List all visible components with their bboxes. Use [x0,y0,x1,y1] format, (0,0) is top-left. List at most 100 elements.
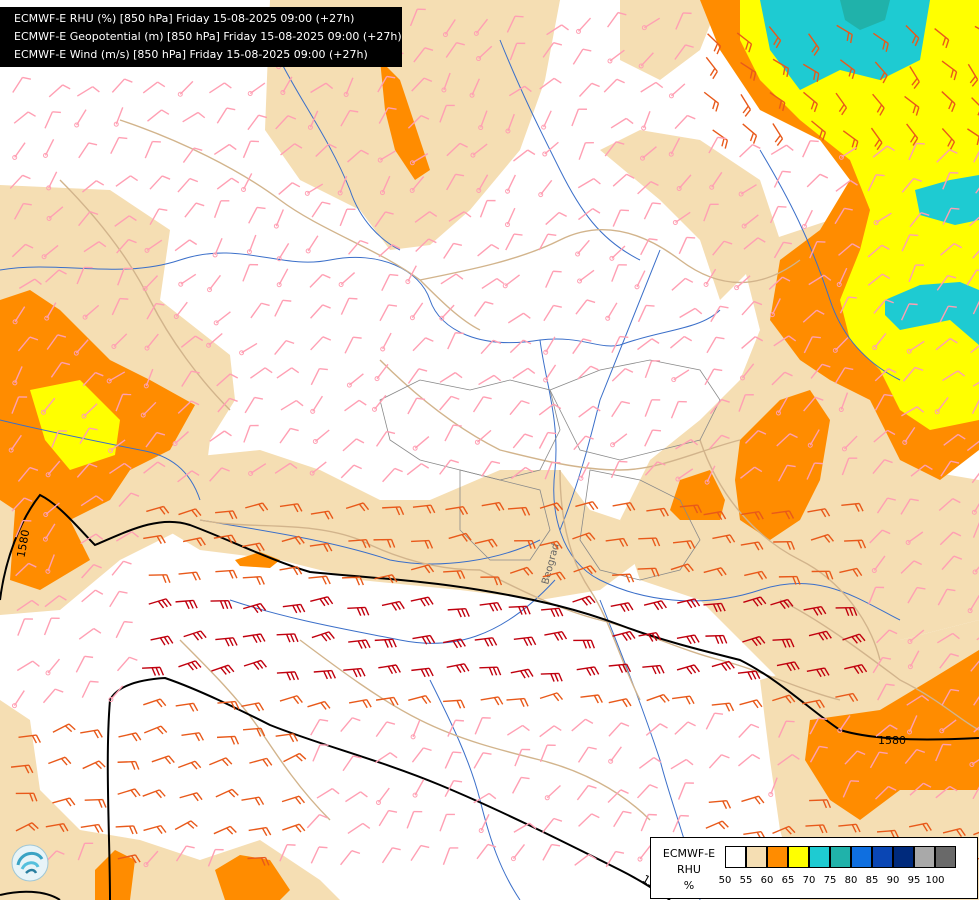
wind-barb [280,76,293,95]
wind-barb [276,633,299,643]
wind-barb [671,369,690,383]
wind-barb [304,183,324,196]
wind-barb [340,717,361,733]
wind-barb [45,269,67,283]
wind-barb [48,84,71,98]
wind-barb [78,627,102,640]
wind-barb [575,239,590,257]
wind-barb [544,785,561,801]
wind-barb [539,77,562,90]
wind-barb [342,576,364,586]
legend-tick-label: 65 [781,875,795,886]
wind-barb [344,399,367,412]
wind-barb [778,720,795,738]
wind-barb [446,173,465,191]
wind-barb [712,534,736,544]
rhu-tan-northeast [600,130,780,300]
wind-barb [274,462,298,474]
wind-barb [542,141,559,157]
wind-barb [377,75,396,93]
wind-barb [940,242,963,256]
wind-barb [972,520,979,538]
wind-barb [935,337,958,351]
wind-barb [373,538,396,548]
wind-barb [909,782,932,796]
wind-barb [872,656,892,674]
wind-barb [409,152,429,166]
wind-barb [539,502,563,512]
wind-barb [670,400,687,419]
logo-icon [11,844,49,882]
wind-barb [867,244,890,258]
wind-barb [643,202,661,220]
legend-swatch [872,846,893,868]
wind-barb [81,589,104,603]
wind-barb [477,243,500,257]
wind-barb [669,335,693,349]
wind-barb [603,78,625,93]
wind-barb [345,502,370,512]
rhu-teal-top [840,0,890,30]
wind-barb [576,784,597,801]
wind-barb [340,109,359,127]
wind-barb [409,176,425,193]
border-8 [699,439,881,661]
wind-barb [906,123,919,146]
wind-barb [907,650,920,670]
wind-barb [806,667,830,678]
wind-barb [213,534,237,544]
wind-barb [741,510,764,521]
wind-barb [338,272,356,287]
wind-barb [838,146,857,160]
wind-barb [143,850,159,868]
wind-barb [610,433,628,448]
wind-barb [209,467,230,482]
wind-barb [182,537,206,547]
wind-barb [742,123,758,144]
wind-barb [905,531,924,545]
wind-barb [908,264,925,283]
wind-barb [612,502,636,512]
wind-barb [382,506,405,516]
rhu-tan-topright-edge [620,0,720,80]
wind-barb [939,719,957,734]
wind-barb [308,575,331,585]
wind-barb [675,438,699,450]
wind-barb [646,693,670,703]
region-outline-1 [379,379,561,481]
wind-barb [481,460,501,477]
wind-barb [842,780,860,798]
wind-barb [180,335,204,348]
wind-barb [871,555,886,573]
wind-barb [771,510,795,520]
wind-barb [571,718,594,732]
wind-barb [177,470,200,483]
wind-barb [668,83,686,99]
wind-barb [936,274,957,291]
wind-barb [11,396,28,414]
wind-barb [75,655,94,673]
map-header: ECMWF-E RHU (%) [850 hPa] Friday 15-08-2… [0,7,402,67]
wind-barb [78,211,99,227]
wind-barb [411,539,434,549]
wind-barb [81,180,105,193]
wind-barb [76,266,93,285]
wind-barb [703,268,717,287]
wind-barb [479,601,503,612]
wind-barb [178,508,202,518]
wind-barb [382,467,403,483]
wind-barb [249,757,273,767]
wind-barb [250,302,270,319]
wind-barb [448,532,472,542]
wind-barb [410,844,430,862]
wind-barb [106,371,126,384]
wind-barb [444,424,462,442]
wind-barb [337,175,348,196]
rhu-orange-east-mid [735,390,830,540]
wind-barb [381,273,399,291]
wind-barb [703,602,726,613]
wind-barb [215,637,238,647]
wind-barb [175,702,199,712]
wind-barb [182,111,206,123]
wind-barb [909,212,930,228]
